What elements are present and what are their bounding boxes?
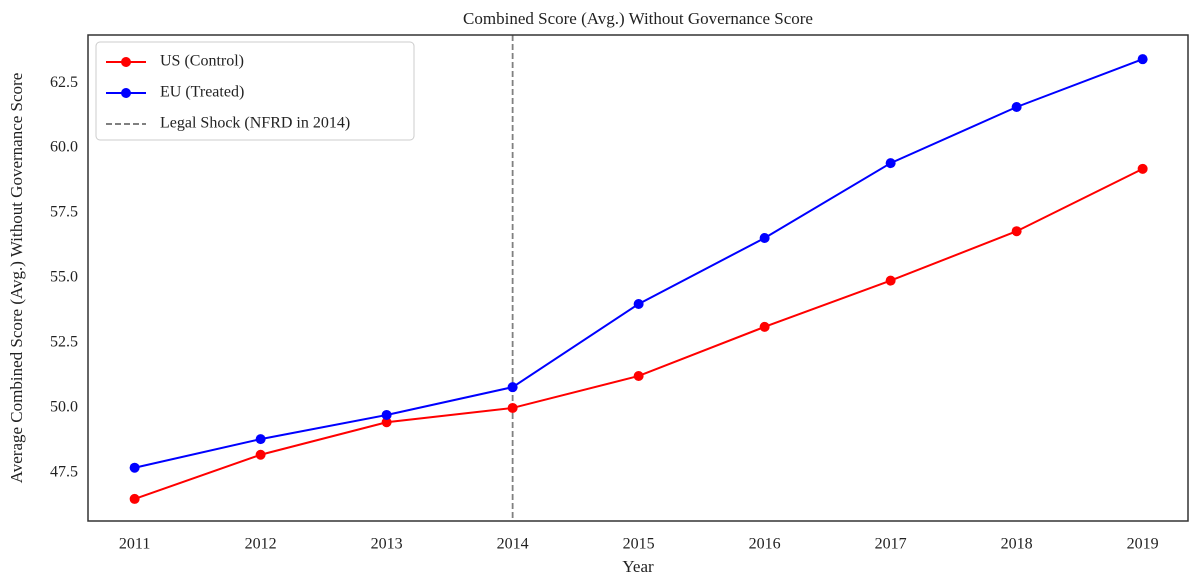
data-point xyxy=(129,462,140,473)
legend-marker xyxy=(121,57,131,67)
x-tick-label: 2018 xyxy=(1001,536,1033,553)
x-tick-label: 2011 xyxy=(119,536,150,553)
data-point xyxy=(255,434,266,445)
y-tick-label: 62.5 xyxy=(50,74,78,91)
x-tick-label: 2017 xyxy=(875,536,907,553)
data-point xyxy=(885,275,896,286)
data-point xyxy=(507,402,518,413)
data-point xyxy=(759,321,770,332)
x-tick-label: 2013 xyxy=(371,536,403,553)
data-point xyxy=(759,232,770,243)
data-point xyxy=(1137,163,1148,174)
x-tick-label: 2019 xyxy=(1127,536,1159,553)
y-axis-label: Average Combined Score (Avg.) Without Go… xyxy=(7,73,26,484)
x-tick-label: 2015 xyxy=(623,536,655,553)
data-point xyxy=(255,449,266,460)
data-point xyxy=(1137,54,1148,65)
data-point xyxy=(1011,226,1022,237)
chart-title: Combined Score (Avg.) Without Governance… xyxy=(463,9,813,28)
x-axis-label: Year xyxy=(622,557,654,576)
data-point xyxy=(885,158,896,169)
y-tick-label: 50.0 xyxy=(50,399,78,416)
data-point xyxy=(1011,101,1022,112)
y-tick-label: 57.5 xyxy=(50,204,78,221)
x-tick-label: 2014 xyxy=(497,536,529,553)
data-point xyxy=(129,493,140,504)
y-tick-label: 52.5 xyxy=(50,334,78,351)
data-point xyxy=(381,417,392,428)
x-tick-label: 2012 xyxy=(245,536,277,553)
data-point xyxy=(633,298,644,309)
legend-label: US (Control) xyxy=(160,53,244,70)
legend-marker xyxy=(121,88,131,98)
data-point xyxy=(507,382,518,393)
series-line xyxy=(134,167,1144,500)
legend-box xyxy=(95,41,415,141)
legend-label: Legal Shock (NFRD in 2014) xyxy=(160,115,350,132)
data-point xyxy=(381,409,392,420)
legend-label: EU (Treated) xyxy=(160,84,244,101)
y-tick-label: 60.0 xyxy=(50,139,78,156)
y-tick-label: 55.0 xyxy=(50,269,78,286)
y-tick-label: 47.5 xyxy=(50,464,78,481)
data-point xyxy=(633,370,644,381)
x-tick-label: 2016 xyxy=(749,536,781,553)
plot-frame xyxy=(87,34,1189,522)
